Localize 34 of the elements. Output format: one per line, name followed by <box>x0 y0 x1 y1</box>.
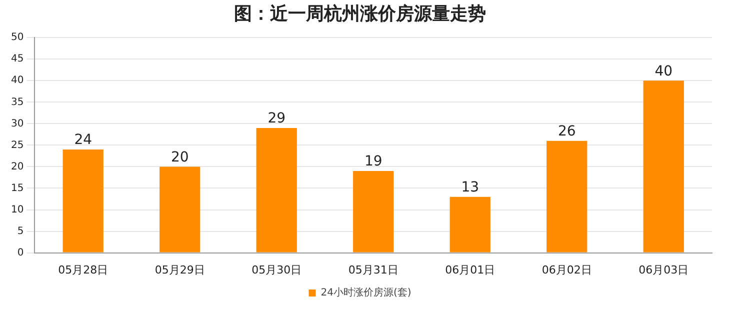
y-tick-label: 35 <box>10 96 24 108</box>
x-tick-label: 05月28日 <box>58 263 108 276</box>
bar <box>546 140 588 252</box>
bar <box>450 196 490 252</box>
chart-title: 图：近一周杭州涨价房源量走势 <box>234 3 486 24</box>
y-tick-label: 20 <box>10 161 24 172</box>
x-tick-label: 05月31日 <box>348 263 398 276</box>
bar <box>256 128 297 252</box>
data-label: 40 <box>654 63 673 80</box>
y-tick-label: 40 <box>10 75 24 86</box>
x-tick-label: 06月02日 <box>542 263 592 276</box>
y-tick-label: 5 <box>17 226 24 237</box>
y-tick-label: 25 <box>10 140 24 151</box>
bar <box>160 166 200 252</box>
x-tick-label: 06月01日 <box>445 263 496 276</box>
x-tick-label: 05月29日 <box>154 263 205 276</box>
bar <box>62 150 104 252</box>
bar <box>643 80 684 252</box>
y-tick-label: 0 <box>17 247 24 258</box>
y-tick-label: 45 <box>10 54 24 65</box>
legend-label: 24小时涨价房源(套) <box>320 286 412 299</box>
x-tick-label: 05月30日 <box>252 263 302 276</box>
x-tick-label: 06月03日 <box>638 263 689 276</box>
bar <box>353 171 394 252</box>
y-tick-label: 15 <box>10 182 24 194</box>
data-label: 19 <box>364 154 382 170</box>
data-label: 13 <box>461 179 480 196</box>
data-label: 24 <box>74 132 92 148</box>
y-tick-label: 10 <box>10 204 24 216</box>
data-label: 26 <box>558 124 576 140</box>
data-label: 29 <box>268 110 286 127</box>
y-tick-label: 50 <box>10 32 24 44</box>
y-tick-label: 30 <box>10 118 24 130</box>
data-label: 20 <box>170 149 189 166</box>
